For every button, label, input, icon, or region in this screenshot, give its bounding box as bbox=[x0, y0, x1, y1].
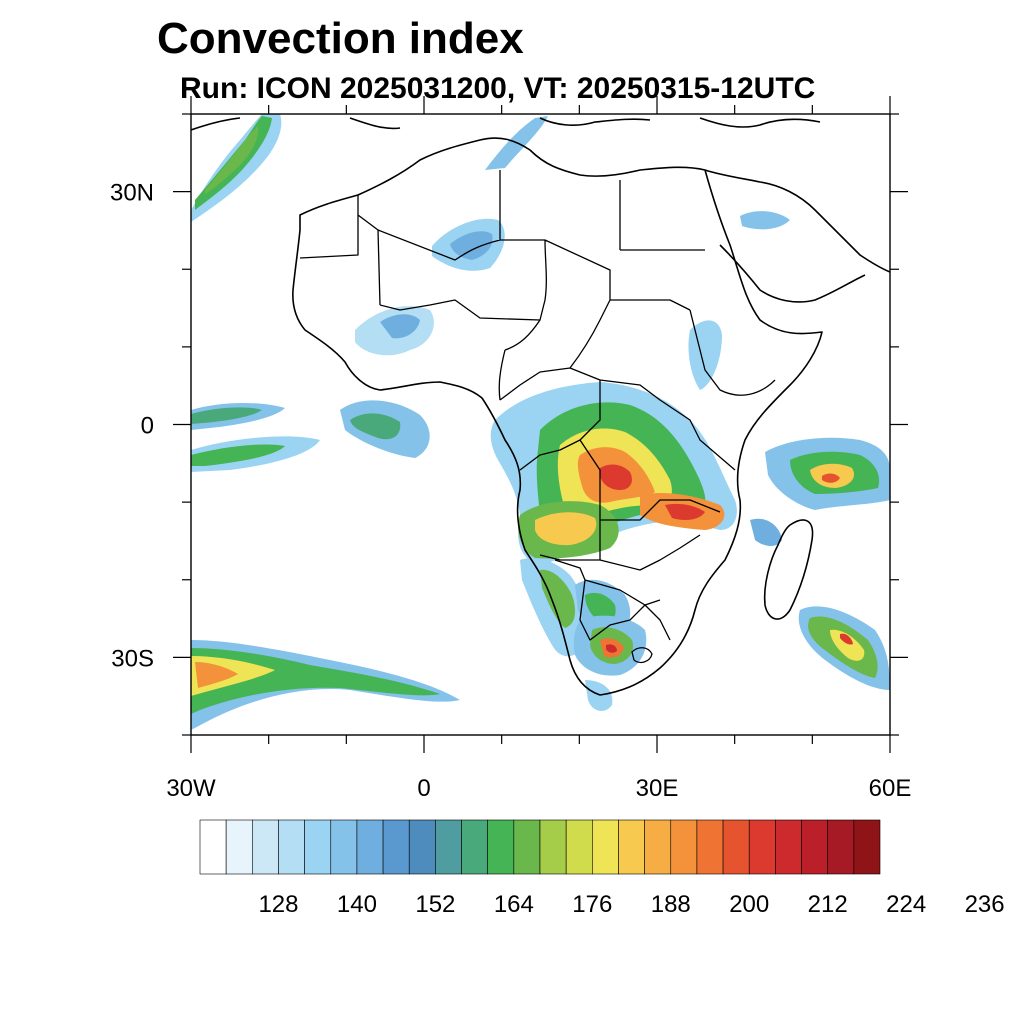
field-zambia-red bbox=[665, 503, 705, 520]
field-ethiopia bbox=[688, 320, 722, 390]
field-madagascar-se-red bbox=[840, 633, 853, 645]
field-madagascar-se-yellow bbox=[830, 629, 865, 661]
colorbar-swatch bbox=[801, 819, 828, 875]
field-atlantic-eq2-core bbox=[191, 444, 285, 466]
colorbar-label: 164 bbox=[494, 891, 534, 918]
field-mozambique-channel bbox=[750, 518, 782, 546]
plot-title: Convection index bbox=[157, 14, 524, 63]
field-gulf-guinea-core bbox=[350, 413, 401, 440]
field-west-africa-core bbox=[380, 314, 420, 339]
colorbar-label: 212 bbox=[808, 891, 848, 918]
axis-tick-labels: 30W 0 30E 60E 30N 0 30S bbox=[110, 180, 911, 802]
colorbar-swatch bbox=[618, 819, 645, 875]
colorbar-swatch bbox=[382, 819, 410, 875]
field-central-africa-red bbox=[600, 464, 632, 490]
colorbar-swatch bbox=[670, 819, 698, 875]
field-indian-ocean-red bbox=[822, 473, 840, 483]
colorbar-label: 176 bbox=[572, 891, 612, 918]
lesotho-border bbox=[631, 647, 653, 664]
colorbar-label: 236 bbox=[965, 891, 1005, 918]
coastlines bbox=[191, 117, 890, 696]
field-angola-core bbox=[535, 512, 597, 546]
country-borders bbox=[299, 170, 776, 641]
madagascar-coastline bbox=[763, 519, 814, 620]
convection-fields bbox=[191, 114, 890, 730]
colorbar-swatch bbox=[748, 819, 776, 875]
colorbar-swatch bbox=[408, 819, 436, 875]
lat-tick-label: 0 bbox=[141, 413, 154, 440]
colorbar-swatch bbox=[278, 819, 305, 875]
colorbar-swatch bbox=[330, 819, 358, 875]
colorbar-swatch bbox=[775, 819, 802, 875]
colorbar-swatch bbox=[304, 819, 332, 875]
colorbar-swatch bbox=[513, 819, 541, 875]
colorbar-swatch bbox=[356, 819, 384, 875]
colorbar-swatch bbox=[592, 819, 619, 875]
lon-tick-label: 0 bbox=[417, 775, 430, 802]
colorbar-swatch bbox=[461, 819, 488, 875]
colorbar-swatch bbox=[827, 819, 855, 875]
colorbar-swatch bbox=[225, 819, 253, 875]
colorbar-swatch bbox=[722, 819, 750, 875]
field-arabia bbox=[740, 211, 790, 230]
lon-tick-label: 30W bbox=[166, 775, 216, 802]
field-south-africa-red bbox=[606, 644, 617, 653]
field-sahara-core bbox=[450, 231, 493, 260]
colorbar-swatch bbox=[487, 819, 515, 875]
lat-tick-label: 30N bbox=[110, 180, 154, 207]
colorbar-swatch bbox=[539, 819, 567, 875]
field-nw-atlantic-inner bbox=[205, 126, 259, 194]
field-botswana-core bbox=[585, 592, 616, 624]
europe-coastline bbox=[191, 117, 821, 131]
colorbar-swatch bbox=[696, 819, 724, 875]
colorbar-swatch bbox=[435, 819, 462, 875]
colorbar-label: 188 bbox=[651, 891, 691, 918]
lon-tick-label: 30E bbox=[636, 775, 679, 802]
africa-coastline bbox=[292, 137, 823, 696]
colorbar-label: 200 bbox=[729, 891, 769, 918]
lon-tick-label: 60E bbox=[869, 775, 912, 802]
colorbar-label: 128 bbox=[258, 891, 298, 918]
colorbar-swatch bbox=[853, 819, 881, 875]
field-atlantic-eq-core bbox=[191, 407, 262, 424]
arabia-coastline bbox=[704, 169, 890, 303]
colorbar-label: 140 bbox=[337, 891, 377, 918]
colorbar-swatch bbox=[565, 819, 593, 875]
colorbar: 128 140 152 164 176 188 200 212 224 236 bbox=[199, 819, 1005, 918]
field-namibia-core bbox=[540, 569, 576, 628]
field-sw-atlantic-orange bbox=[195, 662, 238, 688]
colorbar-swatch bbox=[644, 819, 672, 875]
plot-subtitle: Run: ICON 2025031200, VT: 20250315-12UTC bbox=[180, 72, 816, 105]
colorbar-label: 224 bbox=[886, 891, 926, 918]
lat-tick-label: 30S bbox=[111, 645, 154, 672]
colorbar-swatch bbox=[199, 819, 227, 875]
colorbar-swatch bbox=[252, 819, 279, 875]
axis-ticks bbox=[173, 96, 908, 753]
colorbar-label: 152 bbox=[415, 891, 455, 918]
field-sa-south bbox=[585, 680, 613, 712]
